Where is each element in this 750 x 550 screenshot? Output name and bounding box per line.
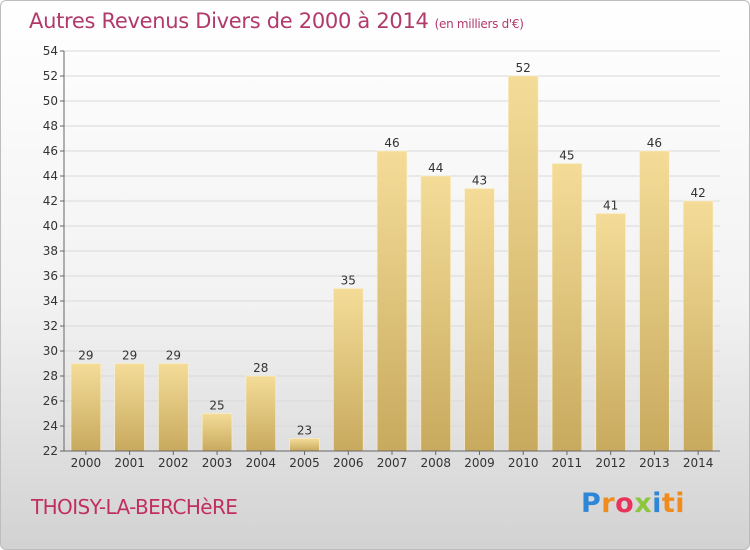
y-tick-label: 38 [43,244,58,258]
x-tick-label: 2004 [246,456,277,470]
y-tick-label: 34 [43,294,58,308]
chart-title-text: Autres Revenus Divers de 2000 à 2014 [29,9,429,33]
bar-2011 [551,163,583,452]
bar-value-label: 43 [472,174,487,188]
y-tick-label: 40 [43,219,58,233]
logo-letter: i [652,488,662,519]
bar-2005 [289,438,320,452]
x-tick-label: 2011 [552,456,583,470]
bar-value-label: 29 [78,349,93,363]
logo-letter: x [634,488,653,519]
x-tick-label: 2012 [595,456,626,470]
bars [70,75,714,452]
y-tick-label: 24 [43,419,58,433]
bar-value-label: 29 [122,349,137,363]
bar-value-label: 44 [428,161,443,175]
x-tick-label: 2003 [202,456,233,470]
x-tick-label: 2008 [420,456,451,470]
y-tick-label: 42 [43,194,58,208]
x-tick-label: 2001 [114,456,145,470]
bar-value-label: 28 [253,361,268,375]
x-tick-label: 2002 [158,456,189,470]
unit-note: (en milliers d'€) [434,17,524,31]
y-tick-label: 54 [43,44,58,58]
bar-value-label: 46 [384,136,399,150]
bar-value-label: 25 [209,399,224,413]
proxiti-logo: Proxiti [581,488,685,519]
logo-letter: P [581,488,602,519]
y-tick-label: 50 [43,94,58,108]
y-tick-label: 32 [43,319,58,333]
y-tick-label: 52 [43,69,58,83]
bar-value-label: 41 [603,199,618,213]
x-tick-label: 2006 [333,456,364,470]
axes: 22 24 26 28 30 32 34 36 38 40 42 44 46 48 50 52 54 2000 20… [43,44,720,470]
bar-2000 [70,363,102,452]
x-tick-label: 2014 [683,456,714,470]
bar-2014 [682,200,714,452]
bar-value-label: 42 [690,186,705,200]
bar-value-label: 35 [341,274,356,288]
y-tick-label: 22 [43,444,58,458]
bar-2002 [158,363,189,452]
chart-title: Autres Revenus Divers de 2000 à 2014 (en … [29,9,524,33]
y-tick-label: 46 [43,144,58,158]
bar-2010 [508,75,539,452]
y-tick-label: 30 [43,344,58,358]
data-labels: 29 29 29 25 28 23 35 46 44 43 52 45 41 46 42 [78,61,706,438]
bar-2012 [595,213,626,452]
bar-value-label: 29 [166,349,181,363]
y-tick-label: 28 [43,369,58,383]
bar-value-label: 45 [559,149,574,163]
bar-2001 [114,363,145,452]
y-tick-label: 44 [43,169,58,183]
bar-2009 [464,188,495,452]
x-tick-label: 2000 [71,456,102,470]
logo-letter: o [615,488,635,519]
bar-2006 [333,288,364,452]
x-tick-label: 2009 [464,456,495,470]
x-tick-label: 2005 [289,456,320,470]
bar-2008 [420,175,451,452]
bar-value-label: 52 [516,61,531,75]
logo-letter: ti [661,488,686,519]
bar-2013 [639,150,670,452]
x-tick-label: 2013 [639,456,670,470]
y-tick-label: 26 [43,394,58,408]
commune-name: THOISY-LA-BERCHèRE [31,495,238,519]
logo-letter: r [601,488,616,519]
bar-2004 [245,375,276,452]
x-tick-label: 2007 [377,456,408,470]
y-tick-label: 36 [43,269,58,283]
bar-value-label: 46 [647,136,662,150]
bar-value-label: 23 [297,424,312,438]
y-tick-label: 48 [43,119,58,133]
x-tick-label: 2010 [508,456,539,470]
bar-2003 [201,413,233,452]
bar-2007 [376,150,408,452]
